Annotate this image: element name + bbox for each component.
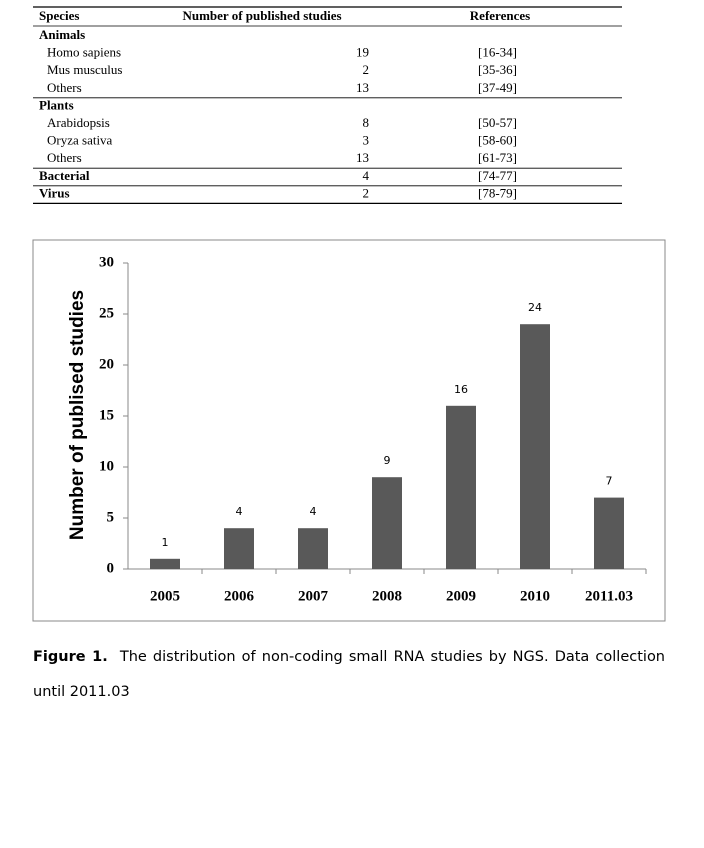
species: Others [47, 150, 82, 165]
study-count: 2 [363, 62, 370, 77]
reference: [35-36] [478, 62, 517, 77]
column-header: Species [39, 8, 79, 23]
reference: [16-34] [478, 45, 517, 60]
bar [446, 405, 476, 569]
bar [224, 528, 254, 569]
x-tick-label: 2005 [150, 588, 180, 604]
value-label: 4 [310, 505, 317, 518]
y-tick-label: 15 [99, 407, 114, 423]
value-label: 24 [528, 301, 542, 314]
section-title: Plants [39, 97, 74, 112]
reference: [50-57] [478, 115, 517, 130]
reference: [78-79] [478, 185, 517, 200]
value-label: 7 [606, 475, 613, 488]
species: Arabidopsis [47, 115, 110, 130]
caption-text: The distribution of non-coding small RNA… [33, 649, 666, 700]
study-count: 19 [356, 45, 369, 60]
y-tick-label: 25 [99, 305, 114, 321]
study-count: 2 [363, 185, 370, 200]
study-count: 3 [363, 133, 370, 148]
value-label: 4 [236, 505, 243, 518]
caption-label: Figure 1. [33, 649, 108, 665]
y-tick-label: 0 [107, 560, 115, 576]
value-label: 1 [162, 536, 169, 549]
reference: [58-60] [478, 133, 517, 148]
content: Number of publised studies Species Number… [32, 6, 666, 622]
chart-frame [32, 239, 666, 622]
species: Mus musculus [47, 62, 122, 77]
bar [594, 497, 624, 569]
species: Homo sapiens [47, 45, 121, 60]
bar [520, 324, 550, 569]
y-tick-label: 30 [99, 254, 114, 270]
x-tick-label: 2010 [520, 588, 550, 604]
y-tick-label: 5 [107, 509, 115, 525]
study-count: 13 [356, 80, 369, 95]
x-tick-label: 2007 [298, 588, 329, 604]
species: Others [47, 80, 82, 95]
value-label: 9 [384, 454, 391, 467]
bar [372, 477, 402, 569]
section-title: Bacterial [39, 168, 90, 183]
section-title: Virus [39, 185, 70, 200]
x-tick-label: 2009 [446, 588, 476, 604]
y-tick-label: 20 [99, 356, 114, 372]
column-header: References [470, 8, 530, 23]
x-tick-label: 2008 [372, 588, 402, 604]
study-count: 4 [363, 168, 370, 183]
reference: [61-73] [478, 150, 517, 165]
reference: [74-77] [478, 168, 517, 183]
x-tick-label: 2006 [224, 588, 255, 604]
y-tick-label: 10 [99, 458, 114, 474]
bar [150, 558, 180, 569]
species: Oryza sativa [47, 133, 113, 148]
value-label: 16 [454, 383, 468, 396]
caption: Figure 1. The distribution of non-coding… [33, 640, 665, 710]
reference: [37-49] [478, 80, 517, 95]
x-tick-label: 2011.03 [585, 588, 633, 604]
section-title: Animals [39, 27, 85, 42]
study-count: 8 [363, 115, 370, 130]
bar [298, 528, 328, 569]
y-axis-label: Number of publised studies [67, 290, 88, 540]
study-count: 13 [356, 150, 369, 165]
column-header: Number of published studies [182, 8, 341, 23]
